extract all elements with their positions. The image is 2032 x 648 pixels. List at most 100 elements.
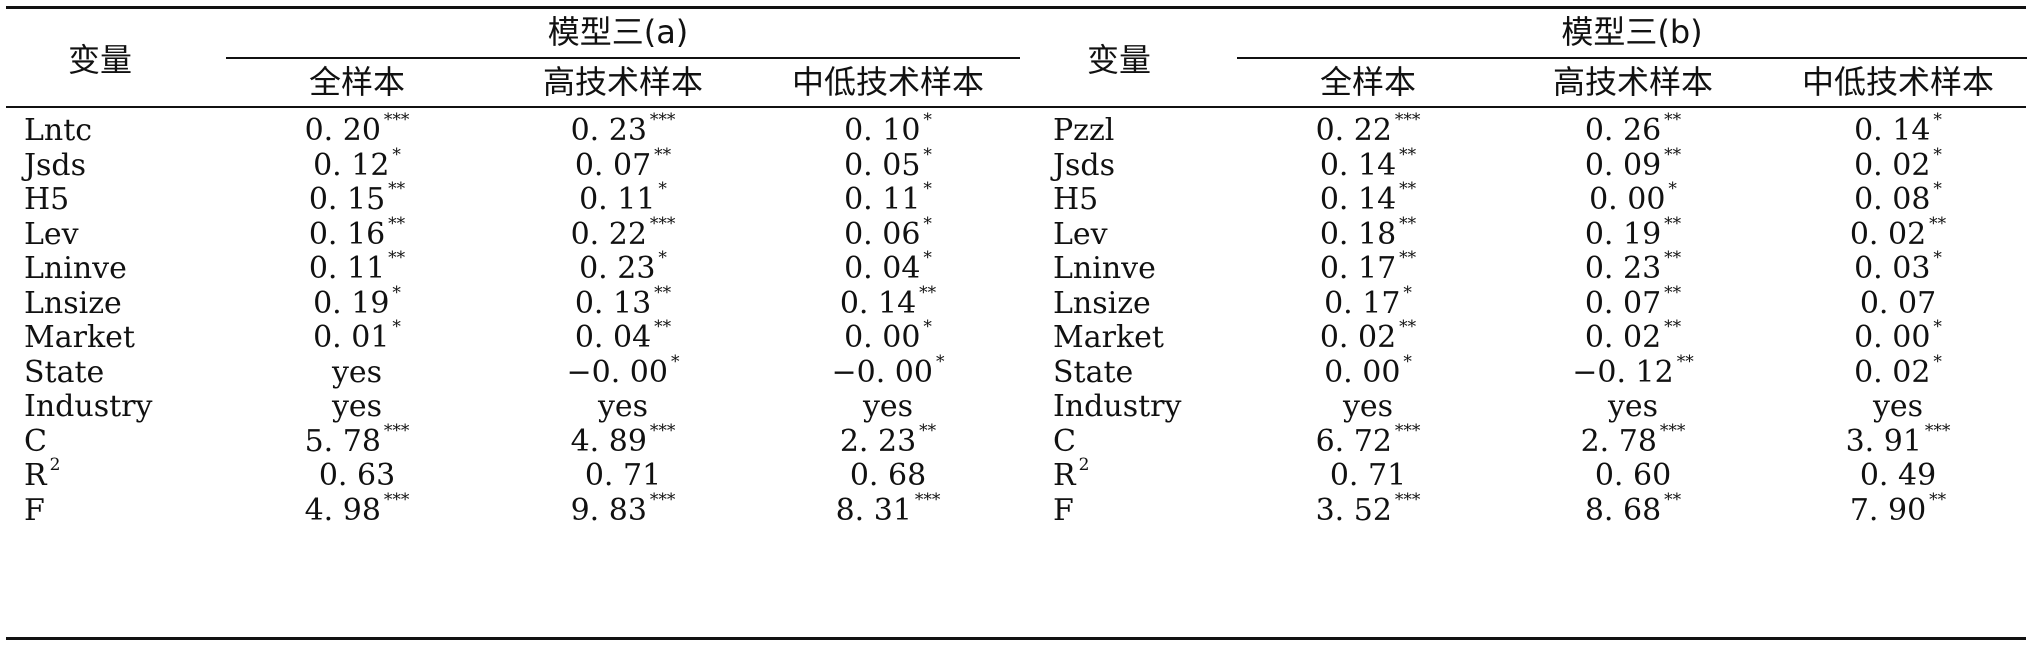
- table-cell: 3. 91 ***: [1846, 423, 1951, 457]
- table-cell: 0. 68: [850, 461, 926, 491]
- table-cell: 8. 68 **: [1585, 492, 1681, 526]
- table-cell: 0. 71: [1330, 461, 1406, 491]
- significance-stars: ***: [383, 490, 410, 510]
- table-cell: 0. 19 *: [313, 285, 401, 319]
- table-cell: 4. 98 ***: [305, 492, 410, 526]
- significance-stars: *: [923, 317, 932, 337]
- table-cell: 9. 83 ***: [571, 492, 676, 526]
- table-cell-text: 0. 60: [1594, 458, 1672, 493]
- sub-header-left-high: 高技术样本: [542, 63, 704, 101]
- table-cell-text: 0. 20: [304, 113, 381, 148]
- table-cell-text: 7. 90: [1849, 493, 1927, 528]
- group-rule-right: [1237, 57, 2027, 59]
- table-cell: 0. 23 ***: [570, 112, 676, 148]
- table-cell-text: 0. 14: [1319, 148, 1397, 183]
- table-cell-text: 0. 04: [844, 251, 921, 286]
- table-cell-text: 2. 23: [839, 424, 917, 459]
- table-cell: 0. 05 *: [844, 147, 932, 181]
- significance-stars: *: [923, 214, 932, 234]
- table-cell: 0. 60: [1595, 461, 1671, 491]
- table-cell: 0. 17 *: [1324, 285, 1412, 321]
- significance-stars: **: [1399, 317, 1417, 337]
- table-cell: 0. 07 **: [575, 147, 671, 181]
- table-cell: yes: [1608, 392, 1658, 422]
- significance-stars: *: [923, 179, 932, 199]
- row-label-left: C: [24, 427, 47, 457]
- row-label-left: Lntc: [24, 116, 92, 146]
- row-label-right: State: [1053, 358, 1133, 388]
- table-cell-text: 0. 01: [313, 320, 390, 355]
- table-cell: 0. 18 **: [1320, 216, 1416, 250]
- significance-stars: **: [654, 283, 672, 303]
- significance-stars: *: [392, 283, 401, 303]
- row-label-right: H5: [1053, 185, 1098, 215]
- row-label-right-text: C: [1053, 424, 1076, 459]
- table-cell-text: 0. 23: [1584, 251, 1662, 286]
- table-cell-text: 0. 08: [1854, 182, 1931, 217]
- significance-stars: *: [1933, 317, 1942, 337]
- table-cell: 0. 63: [319, 461, 395, 491]
- table-cell-text: 0. 17: [1324, 286, 1401, 321]
- significance-stars: ***: [649, 421, 676, 441]
- header-bottom-rule: [6, 106, 2026, 108]
- table-cell-text: 0. 14: [839, 286, 917, 321]
- table-cell: 0. 11 **: [309, 250, 405, 284]
- table-cell: 0. 14 **: [1319, 147, 1416, 183]
- significance-stars: **: [1399, 248, 1417, 268]
- row-label-right: Jsds: [1053, 151, 1115, 181]
- row-label-left: Jsds: [24, 151, 86, 181]
- table-cell: 0. 07: [1860, 289, 1936, 319]
- table-cell-text: 0. 23: [570, 113, 647, 148]
- row-label-right: Pzzl: [1053, 116, 1114, 146]
- sub-header-right-full: 全样本: [1319, 63, 1417, 101]
- table-cell: yes: [1343, 392, 1393, 422]
- table-cell-text: 5. 78: [304, 424, 381, 459]
- table-cell-text: 0. 13: [574, 286, 652, 321]
- significance-stars: **: [1664, 145, 1682, 165]
- table-cell: 0. 03 *: [1854, 250, 1942, 284]
- table-cell-text: 0. 02: [1854, 148, 1931, 183]
- table-cell-text: 0. 02: [1849, 217, 1927, 252]
- significance-stars: **: [919, 283, 937, 303]
- table-cell-text: yes: [1342, 389, 1394, 424]
- table-cell-text: yes: [862, 389, 914, 424]
- significance-stars: **: [388, 214, 406, 234]
- table-cell-text: 0. 22: [570, 217, 647, 252]
- row-label-left-text: Jsds: [24, 148, 87, 183]
- row-label-right-text: F: [1053, 493, 1074, 528]
- table-cell-text: 4. 89: [570, 424, 647, 459]
- significance-stars: **: [1676, 352, 1694, 372]
- table-cell-text: 0. 63: [318, 458, 396, 493]
- significance-stars: **: [1664, 248, 1682, 268]
- table-cell-text: −0. 12: [1572, 355, 1674, 390]
- row-label-right: Market: [1053, 323, 1164, 353]
- table-cell: yes: [598, 392, 648, 422]
- table-cell-text: 0. 02: [1584, 320, 1662, 355]
- table-cell: 0. 49: [1860, 461, 1936, 491]
- row-label-left: Lninve: [24, 254, 127, 284]
- table-cell: 0. 20 ***: [304, 112, 410, 148]
- row-label-left: Lnsize: [24, 289, 122, 319]
- table-cell: 0. 12 *: [313, 147, 401, 181]
- table-cell: 0. 15 **: [309, 181, 405, 215]
- table-cell: 0. 04 **: [575, 319, 671, 353]
- table-cell: 0. 02 **: [1320, 319, 1416, 353]
- table-cell: 0. 22 ***: [570, 216, 676, 252]
- significance-stars: **: [1399, 145, 1417, 165]
- significance-stars: *: [1403, 283, 1412, 303]
- significance-stars: *: [1403, 352, 1412, 372]
- significance-stars: *: [392, 145, 401, 165]
- significance-stars: ***: [649, 490, 676, 510]
- group-header-right: 模型三(b): [1561, 13, 1703, 51]
- table-cell-text: 8. 31: [835, 493, 912, 528]
- significance-stars: *: [392, 317, 401, 337]
- significance-stars: ***: [1394, 490, 1421, 510]
- table-cell: 0. 10 *: [844, 112, 932, 146]
- significance-stars: **: [388, 248, 406, 268]
- significance-stars: *: [658, 179, 667, 199]
- table-cell: 6. 72 ***: [1316, 423, 1421, 457]
- table-cell-text: 0. 07: [1859, 286, 1937, 321]
- table-cell: 0. 02 *: [1854, 354, 1942, 388]
- bottom-rule: [6, 637, 2026, 640]
- table-cell: 0. 04 *: [844, 250, 932, 286]
